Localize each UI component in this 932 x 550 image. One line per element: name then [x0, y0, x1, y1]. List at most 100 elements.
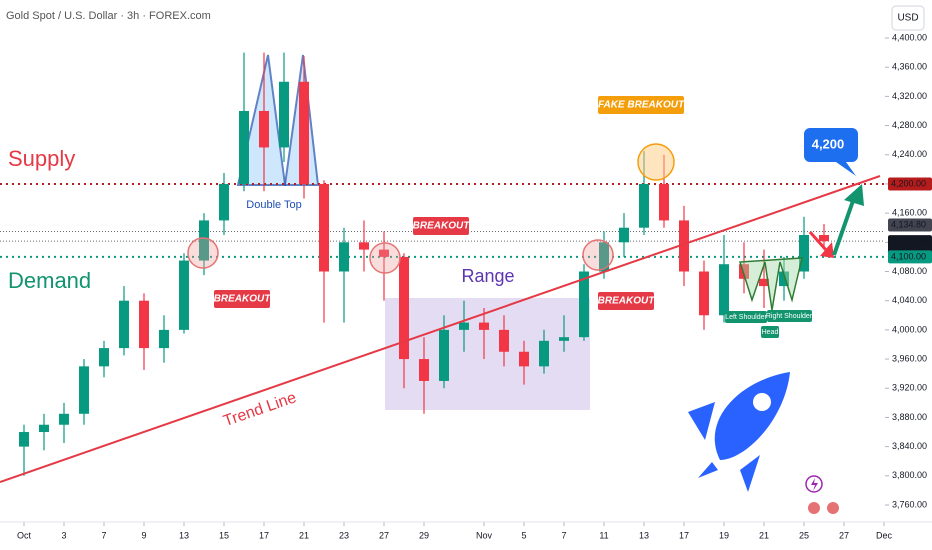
y-tick-label: 3,880.00 [892, 412, 927, 422]
candle-body [679, 220, 689, 272]
double-top-label: Double Top [246, 199, 301, 211]
x-tick-label: Dec [876, 530, 893, 540]
x-tick-label: 25 [799, 530, 809, 540]
x-tick-label: 5 [521, 530, 526, 540]
candle-body [119, 300, 129, 349]
candle-body [459, 322, 469, 330]
candle-body [519, 351, 529, 367]
price-tag-label: 4,134.80 [891, 219, 926, 229]
candle-body [419, 359, 429, 381]
candle-body [159, 329, 169, 349]
candle-body [139, 300, 149, 349]
head-shoulders-shape [738, 257, 803, 311]
x-tick-label: 19 [719, 530, 729, 540]
x-tick-label: 17 [679, 530, 689, 540]
x-tick-label: 17 [259, 530, 269, 540]
left-shoulder-label: Left Shoulder [725, 314, 767, 321]
y-tick-label: 4,360.00 [892, 62, 927, 72]
x-tick-label: 23 [339, 530, 349, 540]
price-tags: 4,200.004,134.804,121.5901:08:484,100.00 [888, 177, 932, 264]
y-tick-label: 4,320.00 [892, 91, 927, 101]
trend-line [0, 175, 881, 483]
candle-body [79, 366, 89, 414]
candle-body [699, 271, 709, 316]
price-tag-label: 4,100.00 [891, 251, 926, 261]
supply-label: Supply [8, 146, 75, 171]
price-tag-label: 4,121.59 [891, 236, 926, 246]
price-tag [888, 177, 932, 191]
candle-body [339, 242, 349, 272]
candle-body [739, 264, 749, 279]
x-tick-label: 9 [141, 530, 146, 540]
breakout-circle [369, 242, 401, 274]
breakout-circle [582, 239, 614, 271]
x-tick-label: 3 [61, 530, 66, 540]
y-tick-label: 3,840.00 [892, 441, 927, 451]
candle-body [219, 183, 229, 221]
breakout-tag [214, 290, 270, 308]
fake-breakout-circle [637, 143, 675, 181]
candle-body [479, 322, 489, 330]
y-tick-label: 3,960.00 [892, 353, 927, 363]
breakout-text: BREAKOUT [413, 221, 471, 232]
fake-breakout-text: FAKE BREAKOUT [598, 100, 685, 111]
breakout-tag [598, 292, 654, 310]
candle-body [659, 183, 669, 221]
candle-body [639, 183, 649, 228]
x-tick-label: 13 [639, 530, 649, 540]
candle-body [599, 242, 609, 272]
breakout-text: BREAKOUT [598, 296, 656, 307]
candle-body [619, 227, 629, 243]
y-tick-label: 4,240.00 [892, 149, 927, 159]
target-label: 4,200 [812, 136, 845, 151]
x-tick-label: 27 [839, 530, 849, 540]
candle-body [359, 242, 369, 250]
levels [0, 182, 885, 258]
candle-body [259, 110, 269, 148]
x-tick-label: 11 [599, 530, 608, 540]
demand-label: Demand [8, 268, 91, 293]
candle-body [759, 278, 769, 287]
candle-body [59, 413, 69, 425]
currency-label[interactable]: USD [897, 13, 918, 24]
candle-body [319, 183, 329, 272]
breakout-tag [413, 217, 469, 235]
candle-body [239, 110, 249, 184]
pattern-tag [767, 310, 812, 322]
candle-body [279, 81, 289, 148]
pattern-tag [761, 326, 779, 338]
candle-body [19, 432, 29, 447]
event-icon [825, 500, 841, 516]
candle-body [819, 235, 829, 242]
y-tick-label: 4,000.00 [892, 324, 927, 334]
candle-body [99, 348, 109, 367]
y-tick-label: 4,080.00 [892, 266, 927, 276]
candle-body [439, 329, 449, 381]
candle-body [299, 81, 309, 184]
y-tick-label: 3,800.00 [892, 470, 927, 480]
candle-body [399, 256, 409, 360]
x-tick-label: Nov [476, 530, 493, 540]
x-tick-label: 29 [419, 530, 429, 540]
grid: 3,760.00 3,800.00 3,840.00 3,880.00 3,920.00… [17, 32, 927, 540]
y-tick-label: 4,400.00 [892, 32, 927, 42]
breakout-circle [187, 237, 219, 269]
x-tick-label: 21 [759, 530, 769, 540]
candle-body [199, 220, 209, 261]
price-tag [888, 218, 932, 232]
y-tick-label: 4,040.00 [892, 295, 927, 305]
candle-body [779, 271, 789, 287]
x-tick-label: 27 [379, 530, 389, 540]
x-tick-label: Oct [17, 530, 32, 540]
candle-body [499, 329, 509, 352]
candle-body [799, 235, 809, 272]
x-tick-label: 7 [561, 530, 566, 540]
currency-button[interactable] [891, 5, 925, 31]
x-tick-label: 7 [101, 530, 106, 540]
down-arrow [808, 231, 828, 251]
range-box [385, 298, 590, 410]
y-tick-label: 3,920.00 [892, 383, 927, 393]
y-tick-label: 3,760.00 [892, 499, 927, 509]
